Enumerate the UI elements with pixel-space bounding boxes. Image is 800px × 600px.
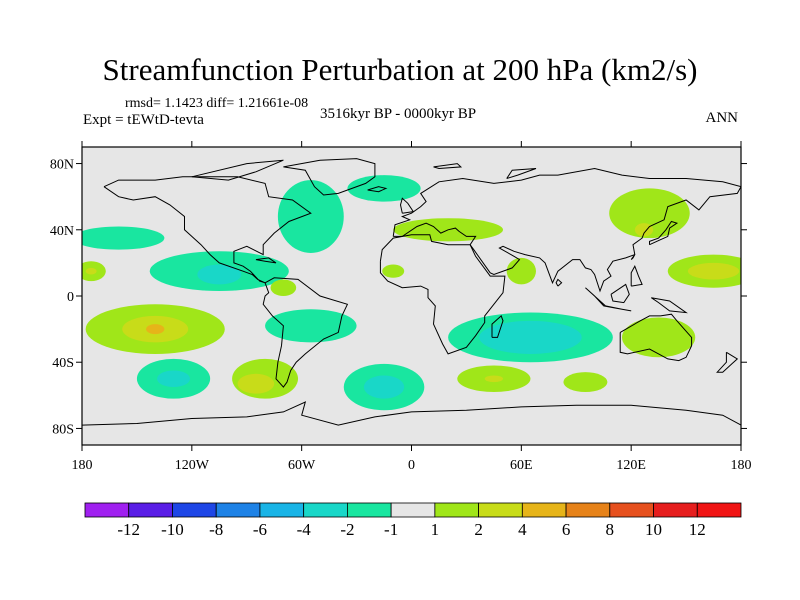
period-label: 3516kyr BP - 0000kyr BP [320, 106, 477, 122]
contour-arabia-positive [506, 257, 536, 285]
colorbar-swatch [346, 502, 392, 518]
colorbar-swatch [172, 502, 217, 518]
contour-north-pacific-east-negative [82, 226, 165, 250]
coastline-madagascar [491, 315, 504, 338]
coastline-eurasia [392, 167, 741, 293]
colorbar-swatch [259, 502, 305, 518]
coastline-new-zealand [716, 351, 739, 373]
y-axis: 80N 40N 0 40S 80S [50, 158, 747, 437]
colorbar-label: 4 [518, 520, 527, 539]
colorbar-label: -4 [297, 520, 312, 539]
coastline-north-america [103, 176, 312, 284]
contour-west-pacific-positive-core [687, 262, 740, 280]
coastline-new-guinea [651, 297, 688, 314]
coastline-philippines [630, 264, 643, 287]
coastline-africa [379, 234, 506, 355]
colorbar-swatch [434, 502, 480, 518]
colorbar-label: -12 [117, 520, 140, 539]
colorbar-swatch [478, 502, 523, 518]
coastline-arctic-islands [191, 159, 284, 181]
season-label: ANN [705, 110, 739, 126]
x-tick-label: 180 [72, 458, 93, 473]
coastline-sri-lanka [555, 278, 563, 287]
colorbar-label: 6 [562, 520, 571, 539]
coastline-south-america [262, 277, 349, 388]
y-tick-label: 40N [50, 224, 74, 239]
colorbar-swatch [215, 502, 261, 518]
contour-east-asia-positive [609, 188, 690, 239]
colorbar-label: 2 [474, 520, 483, 539]
contour-southern-ocean-positive [563, 372, 608, 393]
colorbar-label: 1 [431, 520, 440, 539]
colorbar-swatch [696, 502, 742, 518]
x-tick-label: 0 [408, 458, 415, 473]
x-axis: 180 120W 60W 0 60E 120E 180 [72, 141, 752, 473]
coastline-svalbard [433, 163, 463, 170]
x-tick-label: 120W [175, 458, 210, 473]
contour-atlantic-small-positive [382, 264, 405, 278]
coastline-novaya-zemlya [506, 168, 537, 179]
y-tick-label: 40S [52, 356, 74, 371]
colorbar-label: 8 [606, 520, 615, 539]
stats-text: rmsd= 1.1423 diff= 1.21661e-08 [125, 96, 309, 111]
coastline-taiwan [630, 254, 636, 260]
coastline-british-isles [399, 197, 415, 214]
colorbar-swatch [521, 502, 567, 518]
chart-title: Streamfunction Perturbation at 200 hPa (… [102, 52, 698, 87]
colorbar-swatch [609, 502, 654, 518]
colorbar-swatch [390, 502, 436, 518]
x-tick-label: 180 [731, 458, 752, 473]
contour-south-atlantic-deep-core [363, 375, 405, 399]
experiment-label: Expt = tEWtD-tevta [83, 112, 204, 128]
contour-south-pacific-core [157, 370, 191, 388]
colorbar-label: -10 [161, 520, 184, 539]
contour-south-pacific-positive-core [146, 324, 165, 335]
colorbar-swatch [653, 502, 698, 518]
contour-tropical-east-pacific-core [197, 264, 242, 285]
x-tick-label: 60W [288, 458, 316, 473]
colorbar-label: -6 [253, 520, 267, 539]
contour-regions [82, 175, 741, 411]
contour-caribbean-positive [270, 279, 297, 296]
colorbar-label: -8 [209, 520, 223, 539]
contour-dateline-east-positive-core [85, 267, 97, 275]
y-tick-label: 80S [52, 422, 74, 437]
contour-north-atlantic-negative [277, 180, 344, 253]
colorbar-label: -2 [340, 520, 354, 539]
x-tick-label: 120E [616, 458, 646, 473]
contour-argentina-positive-core [237, 373, 275, 394]
coastlines [82, 158, 741, 426]
coastline-indonesia [585, 287, 632, 312]
colorbar-label: 12 [689, 520, 706, 539]
colorbar-label: -1 [384, 520, 398, 539]
colorbar-swatch [303, 502, 348, 518]
coastline-japan [649, 220, 679, 246]
colorbar-label: 10 [645, 520, 662, 539]
y-tick-label: 80N [50, 158, 74, 173]
colorbar-swatch [84, 502, 130, 518]
coastline-antarctica [82, 401, 741, 426]
contour-east-asia-positive-core [634, 223, 654, 237]
y-tick-label: 0 [67, 290, 74, 305]
coastline-borneo [610, 283, 630, 304]
coastline-greenland [283, 158, 376, 196]
coastline-iceland [367, 186, 388, 193]
coastline-australia [619, 313, 693, 362]
coastline-cuba [255, 257, 277, 264]
colorbar: -12 -10 -8 -6 -4 -2 -1 1 2 4 6 8 10 12 [84, 502, 742, 539]
contour-south-indian-positive-core [484, 375, 504, 383]
colorbar-swatch [128, 502, 173, 518]
contour-australia-positive [622, 317, 696, 358]
contour-indian-ocean-core [479, 320, 582, 354]
colorbar-swatch [565, 502, 611, 518]
x-tick-label: 60E [510, 458, 533, 473]
